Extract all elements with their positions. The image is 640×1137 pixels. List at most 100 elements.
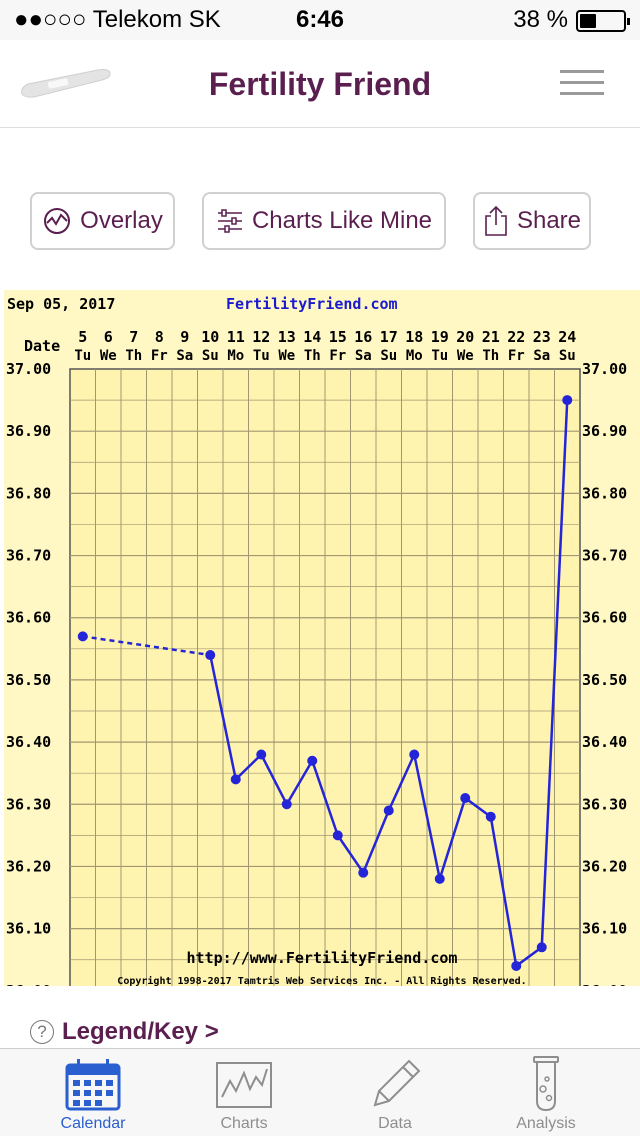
date-tick: 5 [78, 328, 87, 346]
thermometer-icon[interactable] [18, 66, 114, 102]
weekday-tick: Sa [176, 348, 193, 364]
date-tick: 13 [278, 328, 296, 346]
temp-point [332, 830, 343, 841]
temp-line-segment [387, 754, 416, 812]
share-icon [485, 205, 507, 236]
weekday-tick: Su [380, 348, 397, 364]
temp-point [562, 395, 573, 406]
weekday-tick: Th [482, 348, 499, 364]
temp-point [281, 799, 292, 810]
temp-point [205, 650, 216, 661]
y-tick-left: 36.50 [6, 671, 51, 689]
weekday-tick: Mo [406, 348, 423, 364]
menu-icon[interactable] [560, 70, 604, 98]
temp-line-segment [285, 760, 314, 805]
temp-point [307, 755, 318, 766]
y-tick-right: 36.10 [582, 920, 627, 938]
status-bar: ●●○○○ Telekom SK 6:46 38 % [0, 0, 640, 40]
date-tick: 12 [252, 328, 270, 346]
weekday-tick: We [278, 348, 295, 364]
weekday-tick: Sa [355, 348, 372, 364]
share-button[interactable]: Share [473, 192, 591, 250]
weekday-tick: Th [304, 348, 321, 364]
date-label: Date [24, 337, 60, 355]
y-tick-left: 36.60 [6, 609, 51, 627]
date-tick: 22 [507, 328, 525, 346]
date-tick: 15 [329, 328, 347, 346]
temp-point [536, 942, 547, 953]
tab-data[interactable]: Data [315, 1049, 475, 1137]
tab-calendar[interactable]: Calendar [13, 1049, 173, 1137]
y-tick-left: 36.80 [6, 484, 51, 502]
tab-analysis-label: Analysis [516, 1115, 576, 1132]
date-tick: 8 [155, 328, 164, 346]
y-tick-left: 36.70 [6, 547, 51, 565]
date-tick: 21 [482, 328, 500, 346]
calendar-icon [65, 1059, 121, 1111]
pencil-icon [373, 1059, 421, 1107]
temp-line-dashed [82, 635, 211, 657]
tab-data-label: Data [378, 1115, 412, 1132]
y-tick-left: 36.00 [6, 982, 51, 986]
y-tick-right: 36.90 [582, 422, 627, 440]
y-tick-right: 36.30 [582, 795, 627, 813]
y-tick-right: 36.40 [582, 733, 627, 751]
y-tick-right: 36.70 [582, 547, 627, 565]
y-tick-left: 36.30 [6, 795, 51, 813]
y-tick-right: 36.00 [582, 982, 627, 986]
date-tick: 23 [533, 328, 551, 346]
weekday-tick: Tu [253, 348, 270, 364]
overlay-icon [44, 208, 71, 234]
y-tick-right: 36.80 [582, 484, 627, 502]
temp-point [383, 805, 394, 816]
temp-point [434, 873, 445, 884]
y-tick-right: 36.60 [582, 609, 627, 627]
y-tick-right: 36.50 [582, 671, 627, 689]
tab-charts[interactable]: Charts [164, 1049, 324, 1137]
overlay-label: Overlay [80, 207, 163, 234]
navbar: Fertility Friend [0, 40, 640, 128]
temp-line-segment [234, 753, 263, 781]
chart-footer-url: http://www.FertilityFriend.com [187, 949, 458, 967]
temp-point [230, 774, 241, 785]
temp-point [409, 749, 420, 760]
charts-like-mine-button[interactable]: Charts Like Mine [202, 192, 446, 250]
legend-key-link[interactable]: ? Legend/Key > [30, 1018, 219, 1046]
temp-line-segment [489, 816, 518, 967]
date-tick: 20 [456, 328, 474, 346]
legend-key-label: Legend/Key > [62, 1018, 219, 1045]
weekday-tick: Th [125, 348, 142, 364]
temp-line-segment [413, 754, 441, 880]
weekday-tick: Tu [74, 348, 91, 364]
tab-charts-label: Charts [220, 1115, 268, 1132]
chart-copyright: Copyright 1998-2017 Tamtris Web Services… [117, 975, 526, 986]
y-tick-left: 36.20 [6, 857, 51, 875]
weekday-tick: Mo [227, 348, 244, 364]
tab-calendar-label: Calendar [60, 1115, 126, 1132]
date-tick: 16 [354, 328, 372, 346]
date-tick: 6 [104, 328, 113, 346]
clock: 6:46 [295, 6, 345, 33]
overlay-button[interactable]: Overlay [30, 192, 175, 250]
question-icon: ? [30, 1020, 54, 1044]
temp-line-segment [464, 797, 492, 818]
temp-line-segment [362, 810, 390, 874]
weekday-tick: Fr [151, 348, 168, 364]
y-tick-left: 36.40 [6, 733, 51, 751]
battery-icon [576, 10, 630, 32]
share-label: Share [516, 207, 582, 234]
temp-point [460, 793, 471, 804]
y-tick-left: 36.10 [6, 920, 51, 938]
temp-line-segment [336, 834, 365, 874]
weekday-tick: We [100, 348, 117, 364]
y-tick-right: 37.00 [582, 360, 627, 378]
temp-line-segment [438, 797, 467, 880]
weekday-tick: We [457, 348, 474, 364]
temp-line-segment [515, 946, 543, 967]
date-tick: 7 [129, 328, 138, 346]
test-tube-icon [533, 1056, 559, 1111]
page-title: Fertility Friend [208, 66, 432, 102]
tab-analysis[interactable]: Analysis [466, 1049, 626, 1137]
